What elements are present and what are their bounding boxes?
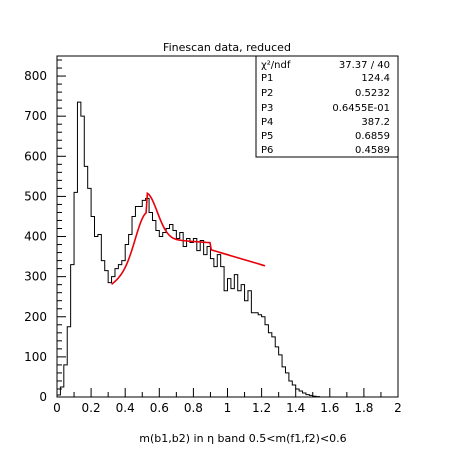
histogram [56, 101, 398, 398]
stats-p1-name: P1 [261, 73, 273, 84]
stats-p4-value: 387.2 [361, 117, 390, 128]
stats-p2-value: 0.5232 [355, 88, 390, 99]
stats-p4-name: P4 [261, 117, 273, 128]
chart-title: Finescan data, reduced [163, 41, 291, 54]
histogram-outline [56, 101, 398, 398]
x-tick-label: 0.4 [116, 401, 135, 415]
x-axis-ticks: 0 0.2 0.4 0.6 0.8 1 1.2 1.4 1.6 1.8 2 [53, 388, 402, 415]
y-tick-label: 0 [39, 390, 47, 404]
fit-curve [111, 191, 266, 285]
chi2-value: 37.37 / 40 [339, 60, 390, 71]
y-axis-ticks: 0 100 200 300 400 500 600 700 800 [24, 59, 66, 404]
y-tick-label: 300 [24, 270, 47, 284]
x-tick-label: 0.6 [150, 401, 169, 415]
y-tick-label: 100 [24, 350, 47, 364]
stats-p5-value: 0.6859 [355, 131, 390, 142]
y-tick-label: 700 [24, 109, 47, 123]
fit-line [111, 191, 266, 285]
x-tick-label: 1.6 [320, 401, 339, 415]
y-tick-label: 200 [24, 310, 47, 324]
stats-p6-value: 0.4589 [355, 145, 390, 156]
x-tick-label: 1.4 [286, 401, 305, 415]
x-tick-label: 0.2 [82, 401, 101, 415]
y-tick-label: 600 [24, 149, 47, 163]
plot-frame [56, 55, 399, 398]
y-tick-label: 500 [24, 189, 47, 203]
stats-p6-name: P6 [261, 145, 273, 156]
stats-p1-value: 124.4 [361, 73, 390, 84]
y-tick-label: 400 [24, 230, 47, 244]
y-tick-label: 800 [24, 69, 47, 83]
stats-box: χ²/ndf 37.37 / 40 P1 124.4 P2 0.5232 P3 … [255, 55, 399, 158]
x-tick-label: 0 [53, 401, 61, 415]
stats-p3-name: P3 [261, 103, 273, 114]
x-tick-label: 2 [394, 401, 402, 415]
stats-box-frame [255, 55, 399, 158]
stats-p3-value: 0.6455E-01 [332, 103, 390, 114]
stats-p2-name: P2 [261, 88, 273, 99]
x-tick-label: 1.8 [354, 401, 373, 415]
stats-p5-name: P5 [261, 131, 273, 142]
x-tick-label: 0.8 [184, 401, 203, 415]
chi2-label: χ²/ndf [261, 60, 291, 71]
x-tick-label: 1 [224, 401, 232, 415]
x-tick-label: 1.2 [252, 401, 271, 415]
x-axis-label: m(b1,b2) in η band 0.5<m(f1,f2)<0.6 [139, 432, 346, 445]
